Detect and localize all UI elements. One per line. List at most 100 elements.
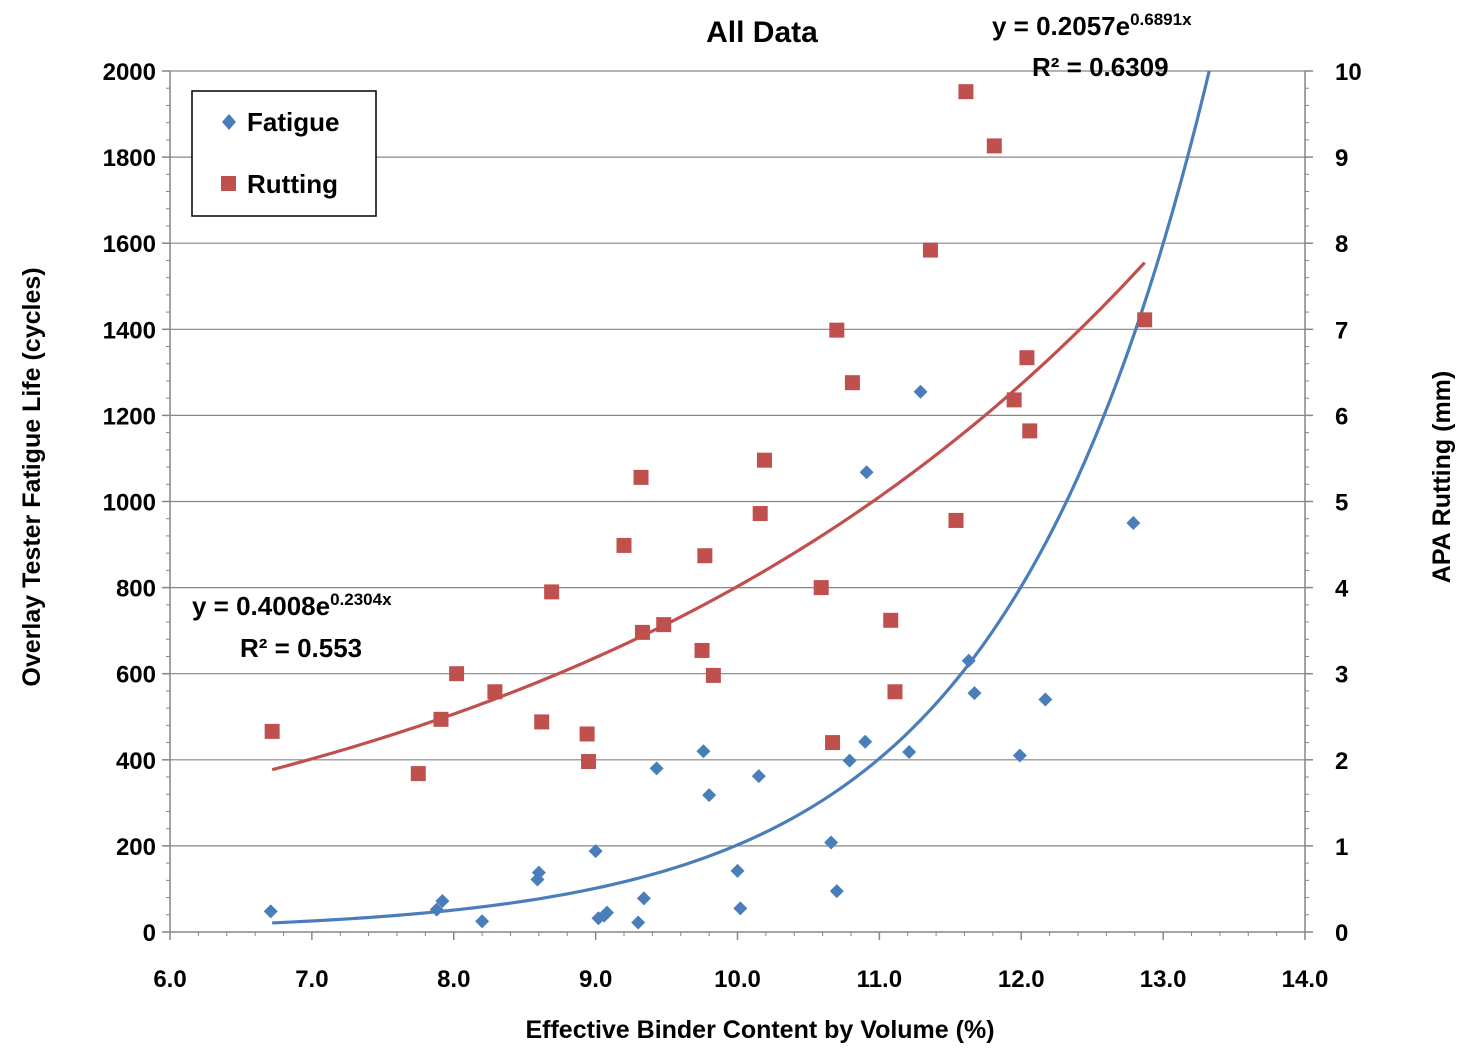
x-tick-label: 7.0 — [295, 966, 328, 993]
rutting-equation: y = 0.4008e0.2304x — [192, 590, 392, 621]
y-right-tick-label: 5 — [1335, 490, 1348, 517]
y-axis-right-title: APA Rutting (mm) — [1428, 371, 1456, 583]
data-points — [263, 84, 1153, 930]
rutting-point — [544, 584, 560, 600]
fatigue-point — [263, 904, 278, 919]
x-tick-label: 11.0 — [857, 966, 902, 993]
fatigue-point — [824, 835, 839, 850]
fatigue-point — [842, 753, 857, 768]
rutting-point — [634, 624, 650, 640]
fatigue-point — [588, 844, 603, 859]
rutting-point — [697, 548, 713, 564]
rutting-point — [844, 375, 860, 391]
trendlines — [271, 71, 1211, 925]
fatigue-point — [631, 915, 646, 930]
rutting-point — [410, 766, 426, 782]
fatigue-r2: R² = 0.6309 — [1032, 52, 1169, 82]
rutting-trendline-equation: y = 0.4008e0.2304x R² = 0.553 — [192, 590, 392, 663]
fatigue-point — [961, 653, 976, 668]
rutting-point — [449, 666, 465, 682]
rutting-point — [752, 506, 768, 522]
x-tick-label: 10.0 — [714, 966, 761, 993]
rutting-point — [656, 617, 672, 633]
fatigue-point — [829, 884, 844, 899]
gridlines — [170, 70, 1305, 847]
rutting-point — [883, 612, 899, 628]
fatigue-point — [1012, 748, 1027, 763]
fatigue-point — [858, 734, 873, 749]
y-right-tick-label: 4 — [1335, 576, 1349, 603]
rutting-point — [264, 723, 280, 739]
y-left-tick-label: 200 — [116, 834, 156, 861]
rutting-point — [1006, 392, 1022, 408]
fatigue-point — [649, 761, 664, 776]
y-left-tick-label: 1200 — [103, 403, 156, 430]
y-right-tick-label: 1 — [1335, 834, 1348, 861]
fatigue-point — [913, 384, 928, 399]
fatigue-point — [730, 863, 745, 878]
fatigue-point — [599, 905, 614, 920]
fatigue-trendline — [272, 71, 1211, 925]
rutting-point — [1022, 423, 1038, 439]
x-tick-label: 8.0 — [437, 966, 470, 993]
rutting-point — [433, 711, 449, 727]
rutting-point — [579, 726, 595, 742]
x-tick-label: 9.0 — [579, 966, 612, 993]
rutting-point — [694, 642, 710, 658]
x-tick-label: 6.0 — [153, 966, 186, 993]
legend-rutting-marker — [221, 176, 236, 191]
x-tick-label: 14.0 — [1282, 966, 1329, 993]
legend-fatigue-marker — [222, 114, 236, 130]
y-left-tick-label: 1000 — [103, 490, 156, 517]
x-tick-label: 13.0 — [1140, 966, 1187, 993]
fatigue-point — [733, 901, 748, 916]
y-left-tick-label: 400 — [116, 748, 156, 775]
y-left-tick-label: 2000 — [103, 59, 156, 86]
fatigue-point — [967, 686, 982, 701]
fatigue-point — [435, 894, 450, 909]
fatigue-trendline-equation: y = 0.2057e0.6891x R² = 0.6309 — [992, 10, 1192, 82]
y-right-tick-label: 7 — [1335, 317, 1348, 344]
y-right-tick-label: 3 — [1335, 662, 1348, 689]
fatigue-point — [531, 865, 546, 880]
y-left-tick-label: 1600 — [103, 231, 156, 258]
rutting-point — [633, 469, 649, 485]
y-left-tick-label: 600 — [116, 662, 156, 689]
y-left-tick-label: 1800 — [103, 145, 156, 172]
fatigue-point — [751, 769, 766, 784]
y-left-tick-label: 800 — [116, 576, 156, 603]
fatigue-point — [902, 745, 917, 760]
rutting-point — [813, 580, 829, 596]
rutting-point — [1019, 350, 1035, 366]
y-right-tick-label: 6 — [1335, 403, 1348, 430]
legend-box — [191, 90, 377, 217]
fatigue-point — [636, 891, 651, 906]
rutting-point — [1137, 312, 1153, 328]
fatigue-point — [475, 914, 490, 929]
rutting-point — [756, 452, 772, 468]
legend-rutting-label: Rutting — [247, 169, 338, 199]
fatigue-point — [696, 744, 711, 759]
y-right-tick-label: 2 — [1335, 748, 1348, 775]
rutting-point — [922, 242, 938, 258]
chart-title: All Data — [706, 16, 818, 49]
x-axis-title: Effective Binder Content by Volume (%) — [525, 1016, 994, 1044]
rutting-point — [534, 714, 550, 730]
fatigue-point — [429, 902, 444, 917]
axes: 0200400600800100012001400160018002000012… — [103, 59, 1362, 993]
rutting-trendline — [271, 261, 1146, 772]
x-tick-label: 12.0 — [998, 966, 1045, 993]
fatigue-point — [1126, 516, 1141, 531]
y-right-tick-label: 9 — [1335, 145, 1348, 172]
rutting-point — [948, 512, 964, 528]
y-right-tick-label: 10 — [1335, 59, 1362, 86]
rutting-point — [616, 537, 632, 553]
rutting-point — [887, 684, 903, 700]
rutting-point — [958, 84, 974, 100]
y-right-tick-label: 8 — [1335, 231, 1348, 258]
rutting-r2: R² = 0.553 — [240, 633, 362, 663]
fatigue-point — [859, 465, 874, 480]
rutting-point — [986, 138, 1002, 154]
